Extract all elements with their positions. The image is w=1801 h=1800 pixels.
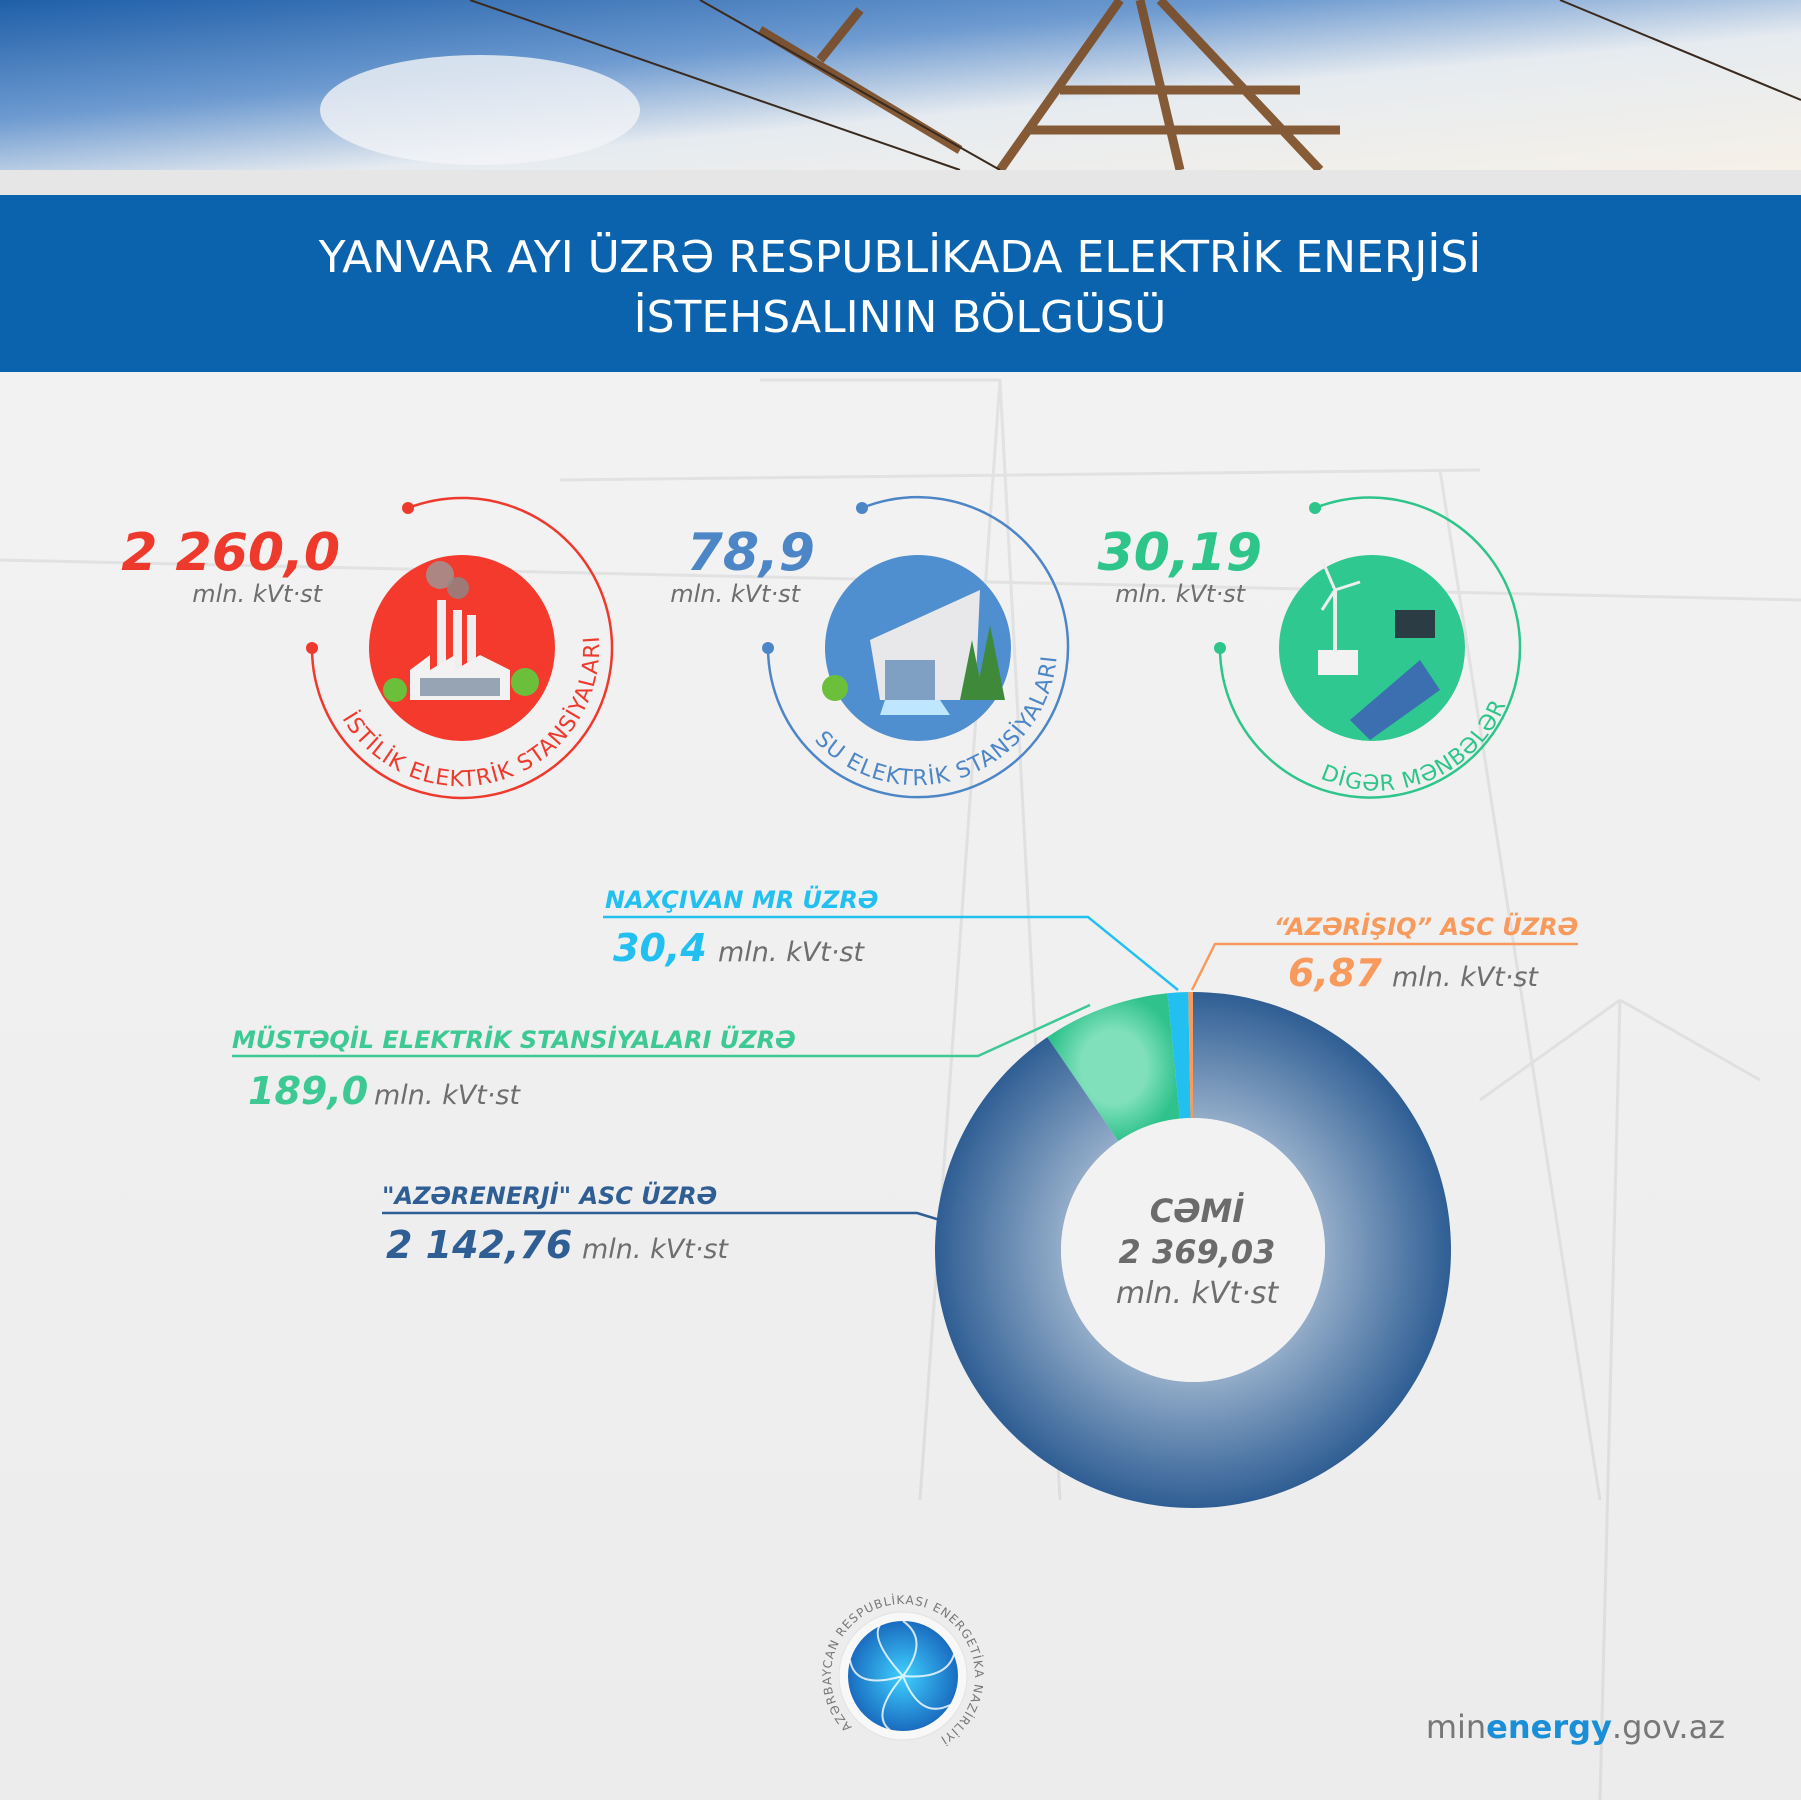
- ring-dot: [1309, 502, 1321, 514]
- ring-dot: [856, 502, 868, 514]
- title-banner: [0, 195, 1801, 372]
- hydro-value: 78,9: [687, 523, 815, 583]
- donut-slice-2: [1167, 992, 1191, 1119]
- azerishiq-unit: mln. kVt·st: [1392, 962, 1539, 993]
- naxcivan-label: NAXÇIVAN MR ÜZRƏ: [605, 884, 878, 914]
- thermal-value: 2 260,0: [121, 523, 340, 583]
- ring-arc: [1218, 496, 1522, 799]
- other-unit: mln. kVt·st: [1115, 580, 1246, 608]
- thermal-unit: mln. kVt·st: [192, 580, 323, 608]
- leader-line-azerishiq: [1190, 942, 1578, 991]
- ring-arc: [766, 495, 1070, 799]
- hydro-power-dam-icon: [822, 590, 1005, 715]
- donut-chart: [935, 992, 1452, 1508]
- other-value: 30,19: [1098, 523, 1262, 583]
- mustaqil-value: 189,0: [248, 1069, 368, 1113]
- total-value: 2 369,03: [1119, 1233, 1276, 1271]
- ring-dot: [402, 502, 414, 514]
- ring-dot: [1214, 642, 1226, 654]
- azerenerji-label: "AZƏRENERJİ" ASC ÜZRƏ: [382, 1180, 717, 1210]
- azerishiq-label: “AZƏRİŞIQ” ASC ÜZRƏ: [1274, 911, 1578, 941]
- mustaqil-unit: mln. kVt·st: [374, 1080, 521, 1111]
- background-tower-silhouette: [0, 378, 1801, 1800]
- total-unit: mln. kVt·st: [1116, 1276, 1279, 1311]
- ring-dot: [306, 642, 318, 654]
- leader-line-mustaqil: [232, 1003, 1091, 1058]
- website-link[interactable]: minenergy.gov.az: [1426, 1708, 1725, 1746]
- renewable-energy-icon: [1318, 559, 1440, 740]
- donut-slice-3: [1188, 992, 1193, 1119]
- leader-line-azerenerji: [382, 1211, 941, 1222]
- azerishiq-value: 6,87: [1288, 951, 1382, 995]
- donut-slice-1: [1047, 993, 1180, 1142]
- website-suffix: .gov.az: [1612, 1708, 1725, 1746]
- header-photo: [0, 0, 1801, 195]
- ministry-logo: AZƏRBAYCAN RESPUBLİKASI ENERGETİKA NAZİR…: [820, 1592, 985, 1748]
- thermal-power-plant-icon: [383, 561, 539, 702]
- mustaqil-label: MÜSTƏQİL ELEKTRİK STANSİYALARI ÜZRƏ: [232, 1024, 796, 1054]
- page-title-line2: İSTEHSALININ BÖLGÜSÜ: [634, 291, 1167, 343]
- donut-hole: [1061, 1118, 1325, 1382]
- website-brand: energy: [1486, 1708, 1612, 1746]
- donut-slice-0: [935, 992, 1452, 1508]
- azerenerji-unit: mln. kVt·st: [582, 1234, 729, 1265]
- hydro-unit: mln. kVt·st: [670, 580, 801, 608]
- ring-dot: [762, 642, 774, 654]
- total-title: CƏMİ: [1150, 1192, 1245, 1230]
- website-prefix: min: [1426, 1708, 1486, 1746]
- naxcivan-value: 30,4: [613, 926, 707, 970]
- ring-arc: [310, 496, 614, 800]
- azerenerji-value: 2 142,76: [386, 1223, 572, 1267]
- leader-line-naxcivan: [603, 915, 1179, 991]
- naxcivan-unit: mln. kVt·st: [718, 937, 865, 968]
- page-title-line1: YANVAR AYI ÜZRƏ RESPUBLİKADA ELEKTRİK EN…: [318, 231, 1482, 283]
